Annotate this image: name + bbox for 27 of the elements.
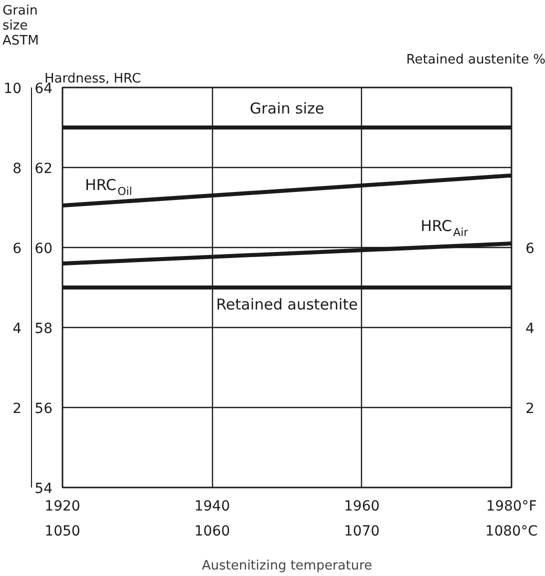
y3-axis-title: Retained austenite % xyxy=(406,52,545,68)
y2-tick-label: 4 xyxy=(12,321,22,337)
y3-tick-label: 4 xyxy=(526,321,534,337)
x2-tick-label: 1060 xyxy=(194,524,230,540)
x-tick-label: 1980°F xyxy=(486,498,537,514)
y3-tick-label: 6 xyxy=(526,241,534,257)
y2-tick-label: 10 xyxy=(4,81,22,97)
x-axis-title: Austenitizing temperature xyxy=(202,558,372,574)
series-label: Grain size xyxy=(250,100,324,118)
x-tick-label: 1960 xyxy=(344,498,380,514)
y2-tick-label: 6 xyxy=(12,241,22,257)
y-tick-label: 64 xyxy=(34,81,53,97)
y-tick-label: 58 xyxy=(34,321,53,337)
y-tick-label: 54 xyxy=(34,481,53,497)
y2-tick-label: 2 xyxy=(12,401,22,417)
x2-tick-label: 1050 xyxy=(44,524,80,540)
x2-tick-label: 1080°C xyxy=(485,524,538,540)
y3-tick-label: 2 xyxy=(526,401,534,417)
y-tick-label: 56 xyxy=(34,401,53,417)
y2-axis-title: Grain size ASTM xyxy=(2,4,39,48)
y-tick-label: 62 xyxy=(34,161,53,177)
x2-tick-label: 1070 xyxy=(344,524,380,540)
x-tick-label: 1940 xyxy=(194,498,230,514)
y2-tick-label: 8 xyxy=(12,161,22,177)
y-tick-label: 60 xyxy=(34,241,53,257)
x-tick-label: 1920 xyxy=(44,498,80,514)
series-label: Retained austenite xyxy=(216,296,358,314)
